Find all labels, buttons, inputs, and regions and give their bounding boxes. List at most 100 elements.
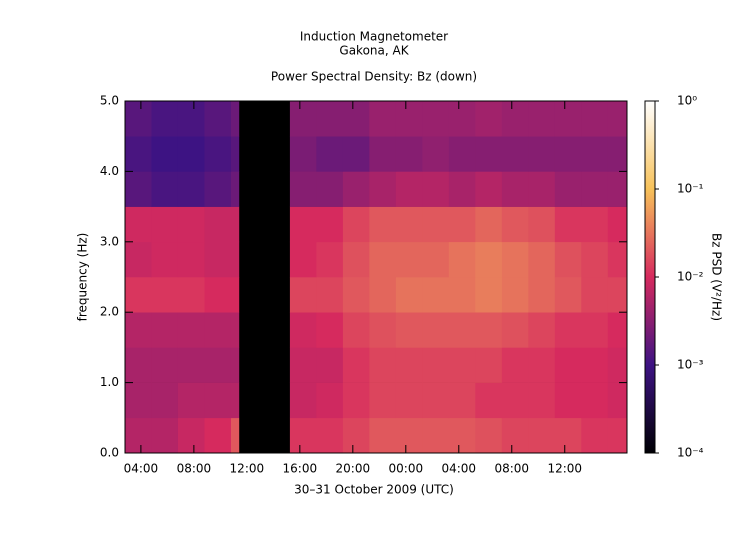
heatmap-cell — [230, 206, 240, 243]
heatmap-cell — [475, 136, 503, 172]
heatmap-cell — [501, 171, 529, 207]
heatmap-cell — [316, 277, 344, 313]
colorbar-tick-label: 10⁻¹ — [677, 182, 704, 196]
heatmap-cell — [204, 171, 232, 207]
heatmap-cell — [342, 312, 370, 348]
heatmap-cell — [448, 312, 476, 348]
heatmap-cell — [528, 277, 556, 313]
heatmap-cell — [316, 241, 344, 278]
heatmap-cell — [554, 101, 582, 137]
heatmap-cell — [395, 136, 423, 172]
heatmap-cell — [125, 136, 152, 172]
heatmap-cell — [125, 206, 152, 243]
heatmap-cell — [448, 382, 476, 419]
heatmap-cell — [369, 136, 397, 172]
heatmap-cell — [581, 206, 609, 243]
heatmap-cell — [607, 382, 628, 419]
heatmap-cell — [125, 382, 152, 419]
heatmap-cell — [151, 136, 179, 172]
colorbar-tick-label: 10⁻⁴ — [677, 446, 704, 460]
x-tick-label: 04:00 — [441, 462, 476, 476]
heatmap-cell — [289, 241, 317, 278]
heatmap-cell — [607, 206, 628, 243]
heatmap-cell — [501, 312, 529, 348]
heatmap-cell — [151, 417, 179, 454]
heatmap-cell — [369, 382, 397, 419]
heatmap-cell — [501, 136, 529, 172]
y-tick-label: 5.0 — [100, 94, 119, 108]
heatmap-cell — [151, 312, 179, 348]
heatmap-cell — [230, 382, 240, 419]
heatmap-cell — [607, 136, 628, 172]
heatmap-cell — [289, 347, 317, 383]
heatmap-cell — [369, 417, 397, 454]
heatmap-cell — [554, 206, 582, 243]
heatmap-cell — [395, 417, 423, 454]
heatmap-cell — [177, 417, 205, 454]
heatmap-cell — [554, 382, 582, 419]
heatmap-cell — [395, 241, 423, 278]
heatmap-cell — [528, 206, 556, 243]
heatmap-cell — [528, 101, 556, 137]
heatmap-cell — [448, 206, 476, 243]
y-tick-label: 2.0 — [100, 305, 119, 319]
colorbar-tick-label: 10⁻² — [677, 270, 704, 284]
heatmap-cell — [230, 101, 240, 137]
heatmap-cell — [289, 382, 317, 419]
heatmap-cell — [448, 417, 476, 454]
heatmap-cell — [607, 312, 628, 348]
heatmap-cell — [475, 206, 503, 243]
x-axis-label: 30–31 October 2009 (UTC) — [294, 483, 454, 497]
heatmap-cell — [316, 312, 344, 348]
heatmap-cell — [177, 206, 205, 243]
heatmap-cell — [581, 312, 609, 348]
heatmap-cell — [607, 277, 628, 313]
x-tick-label: 00:00 — [389, 462, 424, 476]
heatmap-cell — [316, 136, 344, 172]
heatmap-cell — [151, 171, 179, 207]
plot-frame — [124, 100, 628, 454]
heatmap-cell — [581, 136, 609, 172]
heatmap-cell — [581, 277, 609, 313]
heatmap-cell — [395, 101, 423, 137]
heatmap-cell — [422, 171, 450, 207]
heatmap-cell — [177, 136, 205, 172]
heatmap-cell — [289, 417, 317, 454]
heatmap-cell — [422, 417, 450, 454]
heatmap-cell — [581, 417, 609, 454]
heatmap-cell — [528, 241, 556, 278]
heatmap-cell — [369, 101, 397, 137]
heatmap-cell — [125, 101, 152, 137]
heatmap-cell — [316, 101, 344, 137]
heatmap-cell — [316, 347, 344, 383]
heatmap-cell — [204, 382, 232, 419]
heatmap-cell — [607, 347, 628, 383]
heatmap-cell — [369, 277, 397, 313]
heatmap-cell — [607, 241, 628, 278]
heatmap-cell — [528, 136, 556, 172]
heatmap-cell — [289, 312, 317, 348]
heatmap-cell — [125, 417, 152, 454]
colorbar — [644, 100, 656, 454]
x-tick-label: 16:00 — [283, 462, 318, 476]
heatmap-cell — [501, 241, 529, 278]
heatmap-cell — [581, 382, 609, 419]
heatmap-cell — [475, 417, 503, 454]
heatmap-cell — [501, 417, 529, 454]
heatmap-cell — [151, 241, 179, 278]
heatmap-cell — [230, 136, 240, 172]
heatmap-cell — [125, 347, 152, 383]
heatmap-cell — [316, 171, 344, 207]
heatmap-cell — [289, 171, 317, 207]
heatmap-cell — [342, 382, 370, 419]
heatmap-cell — [554, 347, 582, 383]
heatmap-cell — [581, 101, 609, 137]
chart-title: Induction Magnetometer — [300, 30, 448, 44]
heatmap-cell — [230, 241, 240, 278]
heatmap-cell — [448, 277, 476, 313]
heatmap-cell — [151, 277, 179, 313]
heatmap-cell — [475, 171, 503, 207]
heatmap-cell — [342, 417, 370, 454]
x-tick-label: 20:00 — [336, 462, 371, 476]
heatmap-cell — [342, 206, 370, 243]
